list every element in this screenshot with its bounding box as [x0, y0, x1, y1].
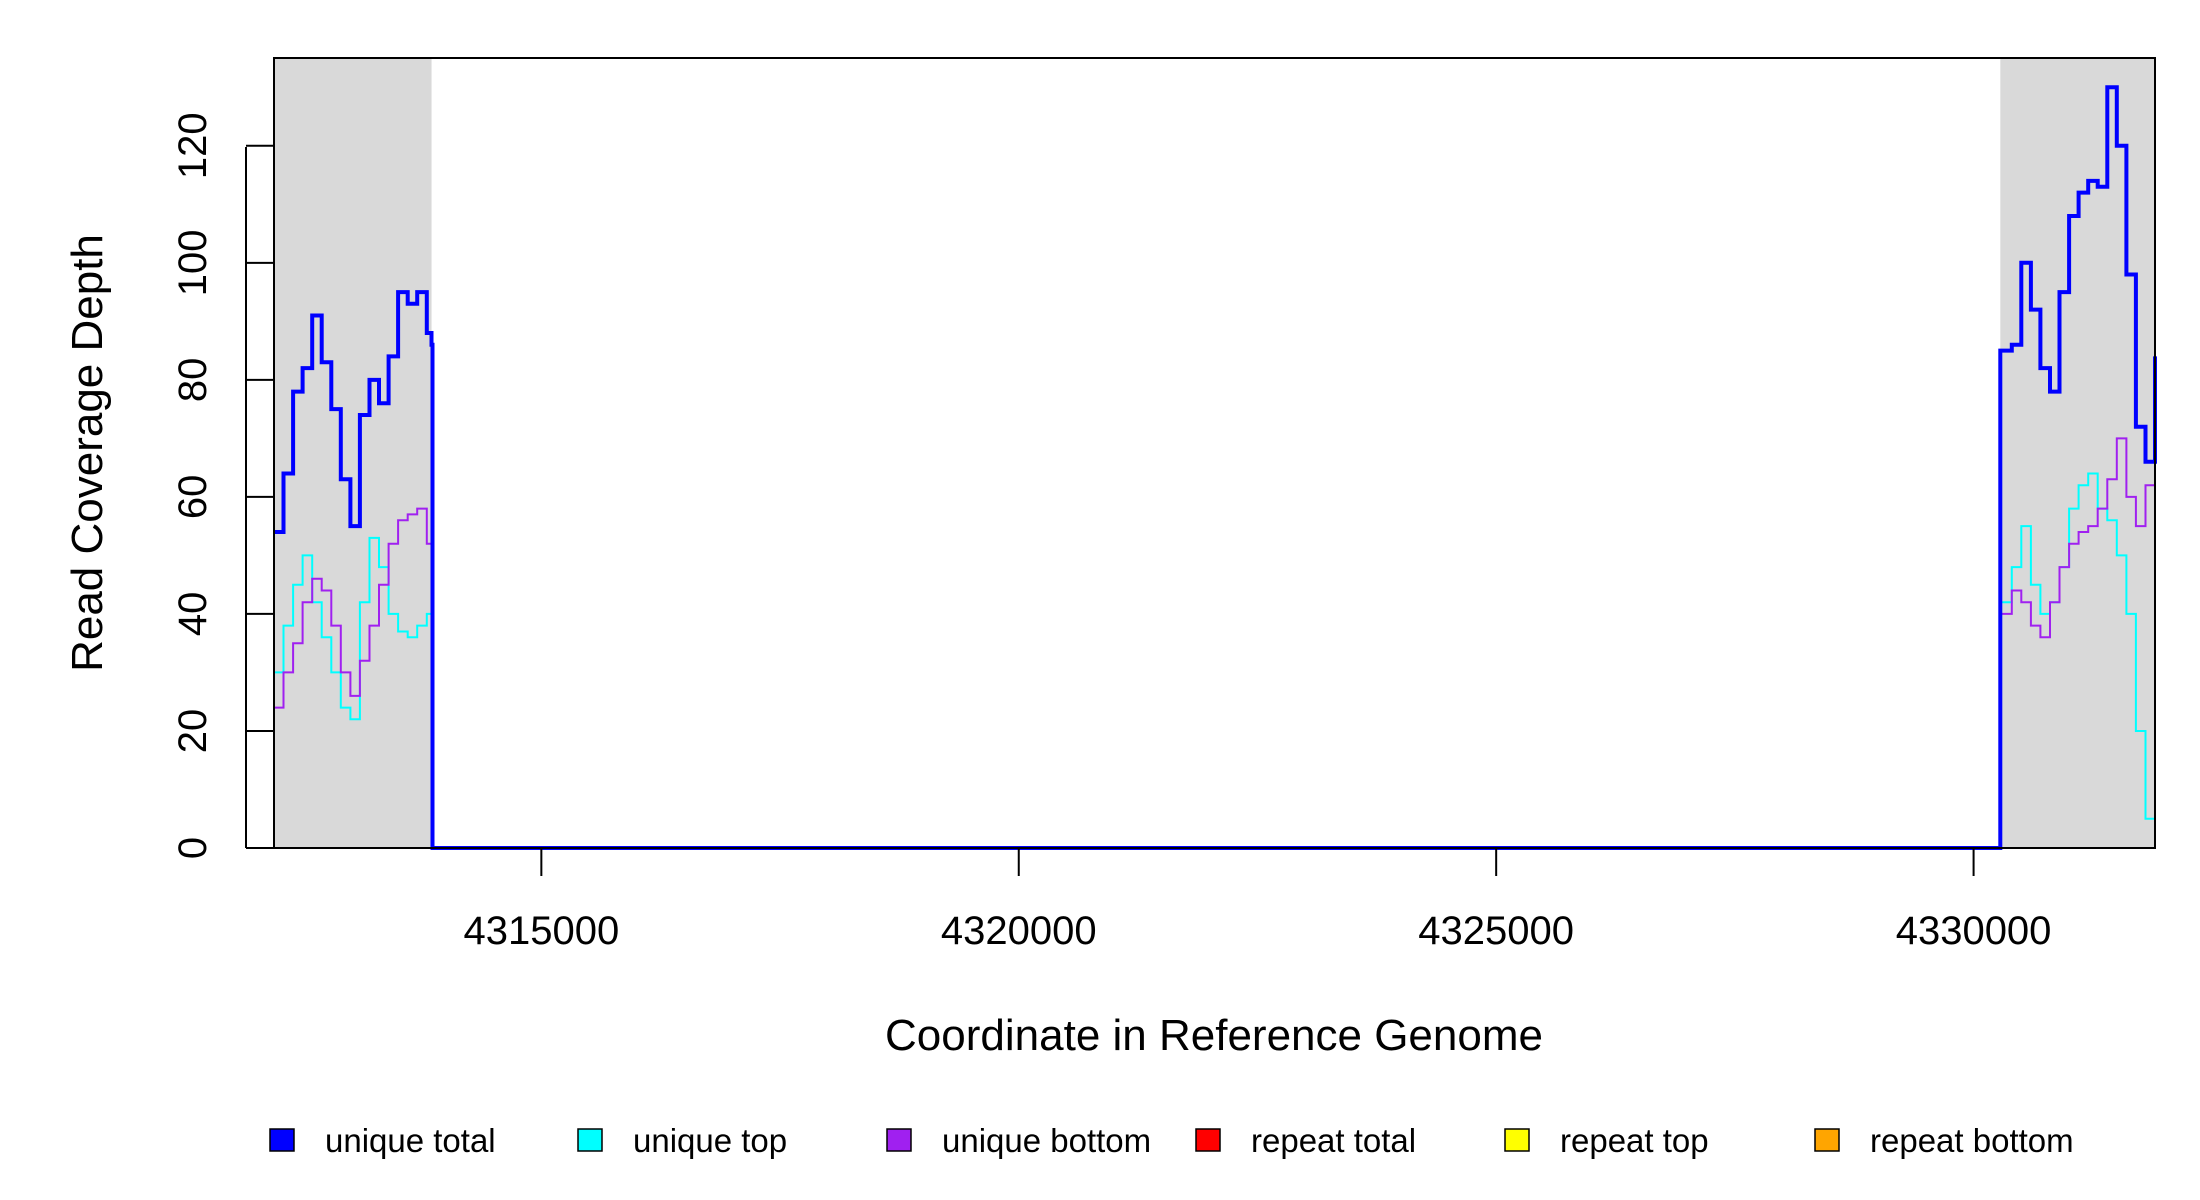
y-axis-title: Read Coverage Depth: [63, 234, 112, 672]
shaded-region-1: [274, 58, 432, 848]
legend-label-unique-total: unique total: [325, 1122, 496, 1159]
y-tick-label: 40: [171, 592, 215, 637]
series-line-unique-top: [274, 472, 2156, 849]
y-axis: 0 20 40 60 80 100 120: [171, 112, 274, 859]
legend-label-repeat-bottom: repeat bottom: [1870, 1122, 2074, 1159]
x-tick-label: 4315000: [463, 909, 619, 953]
x-axis: 4315000 4320000 4325000 4330000: [463, 847, 2052, 953]
y-tick-label: 80: [171, 358, 215, 403]
y-tick-label: 20: [171, 709, 215, 754]
legend-swatch-repeat-total: [1195, 1128, 1221, 1152]
y-tick-label: 120: [171, 112, 215, 179]
legend-label-unique-top: unique top: [633, 1122, 787, 1159]
y-tick-label: 60: [171, 475, 215, 520]
y-tick-label: 0: [171, 837, 215, 859]
x-tick-label: 4320000: [941, 909, 1097, 953]
series-line-unique-total: [274, 85, 2157, 850]
legend-swatch-unique-top: [577, 1128, 603, 1152]
legend-label-unique-bottom: unique bottom: [942, 1122, 1151, 1159]
legend-label-repeat-top: repeat top: [1560, 1122, 1709, 1159]
shaded-region-2: [2000, 58, 2155, 848]
legend-swatch-repeat-bottom: [1814, 1128, 1840, 1152]
legend-label-repeat-total: repeat total: [1251, 1122, 1416, 1159]
legend-swatch-unique-total: [269, 1128, 295, 1152]
shaded-regions: [274, 58, 2155, 848]
x-tick-label: 4325000: [1418, 909, 1574, 953]
series-line-unique-bottom: [274, 437, 2156, 849]
plot-frame: [273, 57, 2156, 849]
legend-swatch-repeat-top: [1504, 1128, 1530, 1152]
y-tick-label: 100: [171, 229, 215, 296]
series-lines: [274, 85, 2157, 850]
legend-swatch-unique-bottom: [886, 1128, 912, 1152]
x-axis-title: Coordinate in Reference Genome: [885, 1011, 1543, 1060]
legend: unique total unique top unique bottom repea…: [269, 1122, 2074, 1159]
x-tick-label: 4330000: [1896, 909, 2052, 953]
